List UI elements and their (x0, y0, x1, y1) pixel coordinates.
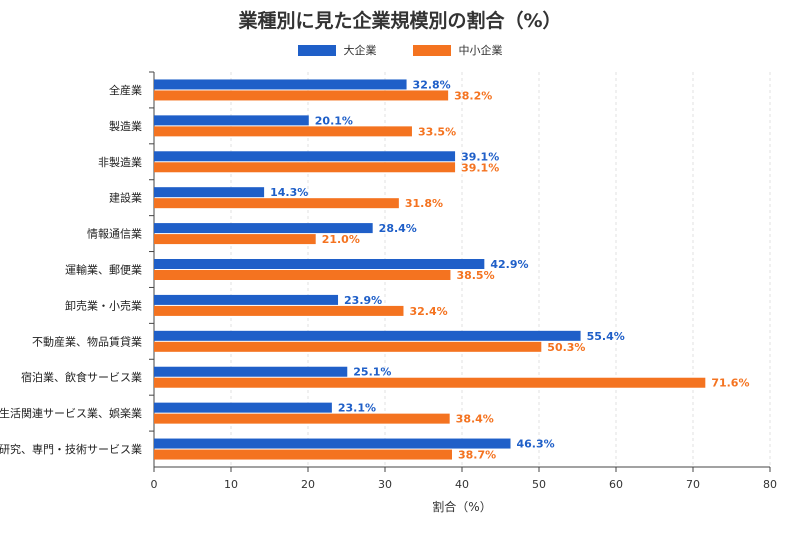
bar-large (154, 366, 348, 377)
data-label-sme: 32.4% (409, 305, 447, 318)
legend: 大企業 中小企業 (0, 42, 800, 58)
x-axis-title: 割合（%） (432, 499, 491, 514)
x-tick-label: 40 (455, 478, 469, 491)
data-label-large: 20.1% (315, 114, 353, 127)
category-label: 生活関連サービス業、娯楽業 (0, 406, 142, 420)
x-tick-label: 20 (301, 478, 315, 491)
data-label-large: 23.1% (338, 402, 376, 415)
data-label-large: 39.1% (461, 150, 499, 163)
category-label: 非製造業 (98, 155, 142, 169)
category-label: 不動産業、物品賃貸業 (32, 334, 142, 348)
bar-large (154, 294, 339, 305)
data-label-large: 46.3% (517, 438, 555, 451)
data-label-large: 55.4% (587, 330, 625, 343)
bar-sme (154, 341, 542, 352)
data-label-large: 32.8% (413, 78, 451, 91)
bar-sme (154, 270, 451, 280)
legend-swatch-large (297, 44, 336, 56)
category-label: 建設業 (109, 191, 142, 205)
bar-large (154, 79, 407, 90)
data-label-sme: 38.7% (458, 449, 496, 462)
data-label-sme: 50.3% (547, 341, 585, 354)
data-label-sme: 31.8% (405, 197, 443, 210)
bar-large (154, 402, 332, 413)
data-label-large: 23.9% (344, 294, 382, 307)
bar-large (154, 115, 309, 126)
legend-swatch-sme (412, 44, 451, 56)
x-tick-label: 50 (532, 478, 546, 491)
bar-sme (154, 377, 706, 388)
x-tick-label: 80 (763, 478, 777, 491)
bar-sme (154, 90, 449, 101)
legend-item-sme: 中小企業 (412, 42, 503, 58)
chart-title: 業種別に見た企業規模別の割合（%） (238, 10, 562, 32)
category-label: 学術研究、専門・技術サービス業 (0, 442, 142, 456)
data-label-large: 28.4% (379, 222, 417, 235)
bar-large (154, 438, 511, 449)
legend-item-large: 大企業 (297, 42, 377, 58)
category-label: 情報通信業 (87, 228, 142, 241)
data-label-sme: 21.0% (322, 233, 360, 246)
legend-label-sme: 中小企業 (458, 44, 503, 57)
data-label-large: 14.3% (270, 186, 308, 199)
bar-large (154, 330, 581, 341)
x-tick-label: 70 (686, 478, 700, 491)
data-label-sme: 33.5% (418, 125, 456, 138)
bar-sme (154, 234, 316, 245)
x-tick-label: 0 (151, 478, 158, 491)
data-label-sme: 71.6% (711, 377, 749, 390)
category-label: 運輸業、郵便業 (65, 263, 142, 277)
category-label: 製造業 (109, 119, 142, 133)
data-label-sme: 39.1% (461, 161, 499, 174)
legend-label-large: 大企業 (343, 44, 377, 57)
bar-large (154, 259, 485, 269)
bar-sme (154, 305, 404, 316)
bar-large (154, 223, 373, 234)
bar-large (154, 187, 265, 198)
bar-sme (154, 198, 399, 209)
category-label: 卸売業・小売業 (65, 298, 142, 312)
data-label-sme: 38.2% (454, 89, 492, 102)
data-label-large: 42.9% (490, 258, 528, 271)
x-tick-label: 10 (224, 478, 238, 491)
bar-sme (154, 413, 450, 424)
bar-sme (154, 126, 412, 137)
data-label-sme: 38.5% (456, 269, 494, 282)
bar-sme (154, 162, 456, 173)
bar-large (154, 151, 456, 162)
data-label-large: 25.1% (353, 366, 391, 379)
x-tick-label: 60 (609, 478, 623, 491)
x-tick-label: 30 (378, 478, 392, 491)
bar-sme (154, 449, 452, 460)
category-label: 全産業 (109, 83, 142, 97)
data-label-sme: 38.4% (456, 413, 494, 426)
category-label: 宿泊業、飲食サービス業 (21, 370, 142, 384)
